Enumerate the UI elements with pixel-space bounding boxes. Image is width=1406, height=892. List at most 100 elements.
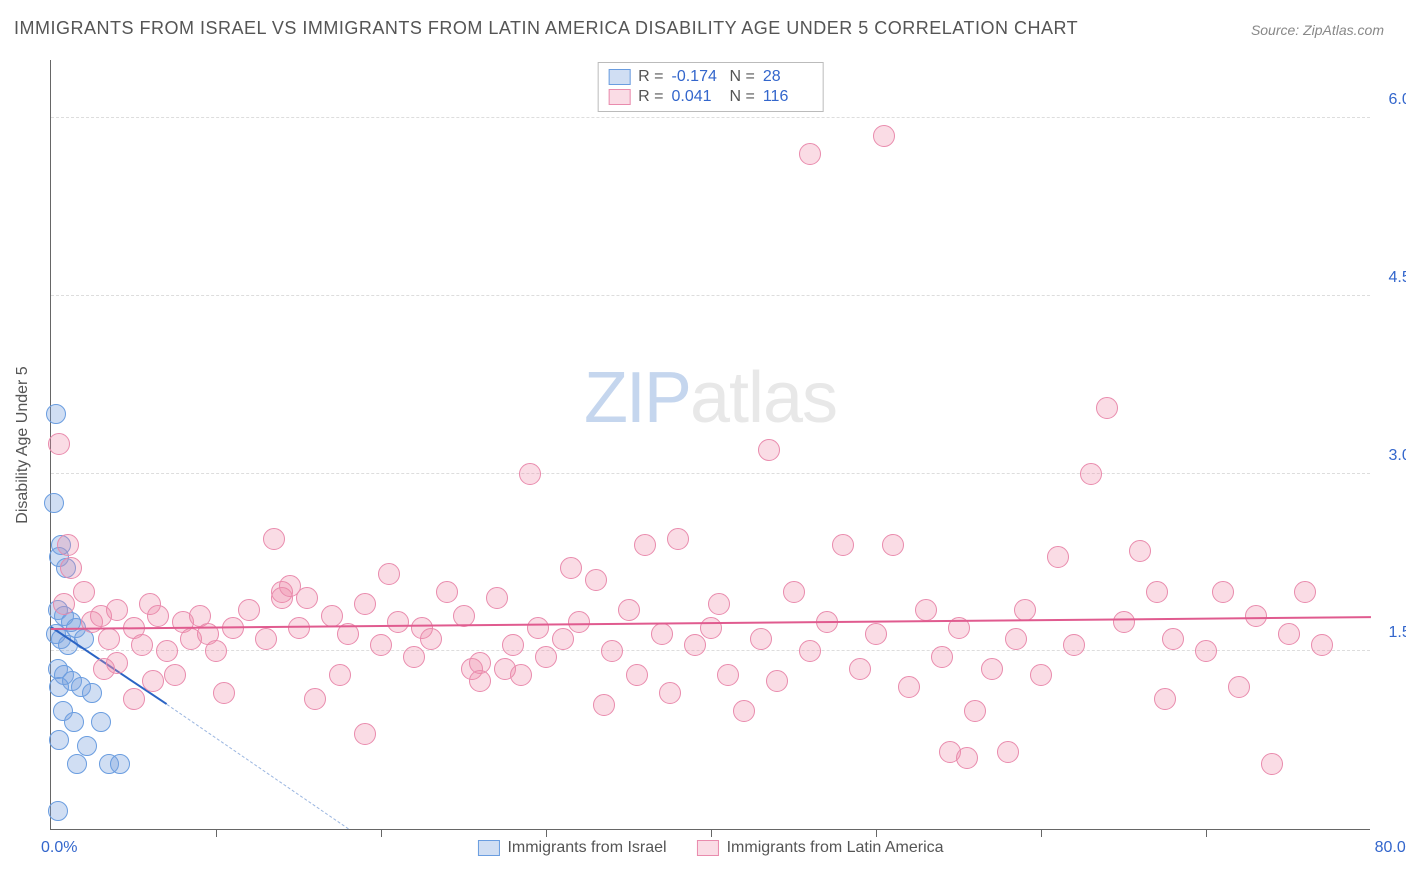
scatter-point-latin — [783, 581, 805, 603]
y-tick-label: 4.5% — [1389, 269, 1406, 287]
scatter-point-latin — [1154, 688, 1176, 710]
scatter-point-latin — [552, 628, 574, 650]
scatter-point-latin — [915, 599, 937, 621]
scatter-point-latin — [1063, 634, 1085, 656]
scatter-point-israel — [77, 736, 97, 756]
scatter-point-latin — [799, 143, 821, 165]
scatter-point-latin — [1030, 664, 1052, 686]
legend-series: Immigrants from Israel Immigrants from La… — [477, 839, 943, 857]
y-tick-label: 3.0% — [1389, 447, 1406, 465]
scatter-point-latin — [486, 587, 508, 609]
scatter-point-latin — [750, 628, 772, 650]
scatter-point-latin — [1080, 463, 1102, 485]
x-axis-max-label: 80.0% — [1375, 839, 1406, 857]
scatter-point-latin — [956, 747, 978, 769]
scatter-point-latin — [1228, 676, 1250, 698]
scatter-point-latin — [1047, 546, 1069, 568]
scatter-point-latin — [469, 670, 491, 692]
scatter-point-latin — [527, 617, 549, 639]
scatter-point-latin — [1096, 397, 1118, 419]
scatter-point-latin — [626, 664, 648, 686]
scatter-point-latin — [593, 694, 615, 716]
scatter-point-latin — [304, 688, 326, 710]
scatter-point-latin — [387, 611, 409, 633]
gridline-horizontal — [51, 295, 1370, 296]
scatter-point-latin — [1212, 581, 1234, 603]
scatter-point-latin — [832, 534, 854, 556]
x-tick — [711, 829, 712, 837]
scatter-point-latin — [238, 599, 260, 621]
scatter-point-latin — [659, 682, 681, 704]
legend-r-value: -0.174 — [672, 68, 722, 86]
scatter-point-latin — [865, 623, 887, 645]
scatter-point-latin — [560, 557, 582, 579]
scatter-point-latin — [717, 664, 739, 686]
gridline-horizontal — [51, 473, 1370, 474]
scatter-point-latin — [1146, 581, 1168, 603]
y-tick-label: 1.5% — [1389, 624, 1406, 642]
scatter-point-latin — [1245, 605, 1267, 627]
scatter-point-latin — [766, 670, 788, 692]
scatter-point-latin — [354, 593, 376, 615]
scatter-point-latin — [1129, 540, 1151, 562]
scatter-point-latin — [1005, 628, 1027, 650]
scatter-point-latin — [585, 569, 607, 591]
legend-n-value: 28 — [763, 68, 813, 86]
scatter-point-israel — [64, 712, 84, 732]
scatter-point-latin — [601, 640, 623, 662]
scatter-point-israel — [48, 801, 68, 821]
scatter-point-latin — [667, 528, 689, 550]
scatter-point-latin — [48, 433, 70, 455]
scatter-point-israel — [49, 730, 69, 750]
scatter-point-latin — [436, 581, 458, 603]
legend-r-label: R = — [638, 68, 663, 86]
scatter-point-latin — [1261, 753, 1283, 775]
legend-swatch-icon — [697, 840, 719, 856]
x-tick — [876, 829, 877, 837]
legend-stat-row-israel: R = -0.174 N = 28 — [608, 67, 813, 87]
watermark-zip: ZIP — [584, 358, 690, 438]
scatter-point-israel — [46, 404, 66, 424]
scatter-point-latin — [106, 599, 128, 621]
scatter-point-latin — [733, 700, 755, 722]
scatter-point-israel — [110, 754, 130, 774]
scatter-point-latin — [255, 628, 277, 650]
trend-extrapolation-israel — [166, 704, 348, 829]
scatter-point-latin — [123, 688, 145, 710]
scatter-point-israel — [91, 712, 111, 732]
legend-stats: R =-0.174N =28R =0.041N =116 — [597, 62, 824, 112]
plot-area: Disability Age Under 5 0.0% 80.0% ZIPatl… — [50, 60, 1370, 830]
legend-n-label: N = — [730, 68, 755, 86]
scatter-point-latin — [370, 634, 392, 656]
scatter-point-latin — [700, 617, 722, 639]
scatter-point-latin — [296, 587, 318, 609]
scatter-point-latin — [931, 646, 953, 668]
scatter-point-latin — [73, 581, 95, 603]
scatter-point-latin — [1014, 599, 1036, 621]
scatter-point-latin — [205, 640, 227, 662]
scatter-point-latin — [57, 534, 79, 556]
x-tick — [546, 829, 547, 837]
scatter-point-latin — [535, 646, 557, 668]
legend-series-item: Immigrants from Israel — [477, 839, 666, 857]
scatter-point-latin — [758, 439, 780, 461]
scatter-point-latin — [1278, 623, 1300, 645]
scatter-point-latin — [403, 646, 425, 668]
scatter-point-latin — [1113, 611, 1135, 633]
scatter-point-latin — [131, 634, 153, 656]
scatter-point-latin — [60, 557, 82, 579]
scatter-point-latin — [651, 623, 673, 645]
scatter-point-latin — [873, 125, 895, 147]
legend-swatch-icon — [608, 89, 630, 105]
legend-r-label: R = — [638, 88, 663, 106]
scatter-point-latin — [799, 640, 821, 662]
legend-n-value: 116 — [763, 88, 813, 106]
scatter-point-latin — [502, 634, 524, 656]
scatter-point-latin — [147, 605, 169, 627]
legend-series-label: Immigrants from Latin America — [727, 839, 944, 857]
scatter-point-latin — [618, 599, 640, 621]
scatter-point-latin — [1162, 628, 1184, 650]
scatter-point-latin — [997, 741, 1019, 763]
x-tick — [1206, 829, 1207, 837]
scatter-point-latin — [964, 700, 986, 722]
